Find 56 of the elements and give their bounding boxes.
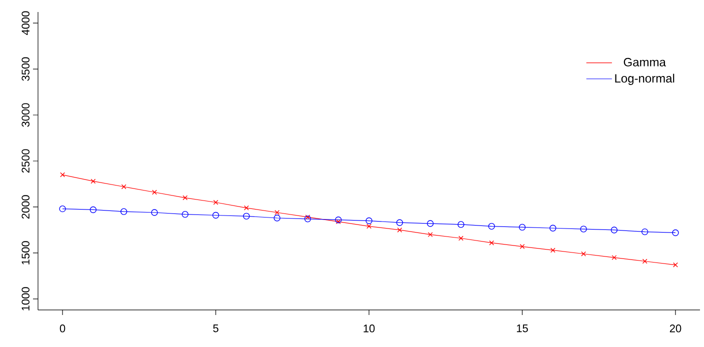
- x-tick-label: 0: [60, 324, 66, 332]
- legend-label: Gamma: [624, 58, 666, 66]
- point: [336, 219, 341, 224]
- point: [488, 222, 495, 230]
- point: [305, 214, 310, 220]
- point: [489, 240, 494, 246]
- point: [274, 210, 280, 215]
- point: [304, 216, 312, 222]
- point: [182, 195, 188, 200]
- point: [212, 212, 220, 219]
- point: [120, 208, 128, 215]
- point: [612, 255, 617, 260]
- legend-label: Log-normal: [615, 74, 674, 85]
- point: [550, 248, 556, 253]
- y-tick-label: 4000: [22, 11, 30, 36]
- point: [243, 212, 250, 220]
- point: [641, 228, 648, 236]
- point: [580, 226, 587, 232]
- point: [366, 224, 372, 229]
- point: [581, 251, 586, 256]
- y-tick-label: 1000: [22, 287, 30, 310]
- point: [335, 216, 342, 224]
- point: [90, 178, 96, 184]
- point: [244, 205, 249, 210]
- point: [642, 258, 648, 264]
- point: [397, 227, 402, 232]
- point: [458, 236, 464, 241]
- y-tick-label: 2500: [22, 149, 30, 173]
- y-tick-label: 3500: [22, 57, 30, 81]
- point: [673, 262, 678, 268]
- point: [366, 217, 372, 224]
- point: [60, 172, 65, 178]
- point: [458, 221, 464, 228]
- point: [152, 190, 157, 195]
- point: [213, 200, 218, 205]
- x-tick-label: 15: [516, 324, 528, 332]
- point: [274, 214, 280, 222]
- point: [151, 209, 158, 216]
- point: [610, 226, 618, 234]
- x-tick-label: 5: [213, 324, 218, 332]
- point: [428, 232, 433, 238]
- y-tick-label: 3000: [22, 103, 30, 127]
- point: [59, 205, 66, 212]
- point: [396, 219, 403, 226]
- point: [520, 244, 525, 249]
- x-tick-label: 20: [670, 324, 682, 332]
- point: [672, 229, 679, 236]
- x-tick-label: 10: [364, 324, 375, 332]
- point: [90, 206, 97, 214]
- point: [518, 224, 526, 231]
- point: [426, 220, 434, 227]
- point: [182, 210, 188, 218]
- point: [121, 184, 126, 190]
- y-tick-label: 1500: [22, 241, 30, 264]
- y-tick-label: 2000: [22, 195, 30, 219]
- point: [550, 224, 556, 232]
